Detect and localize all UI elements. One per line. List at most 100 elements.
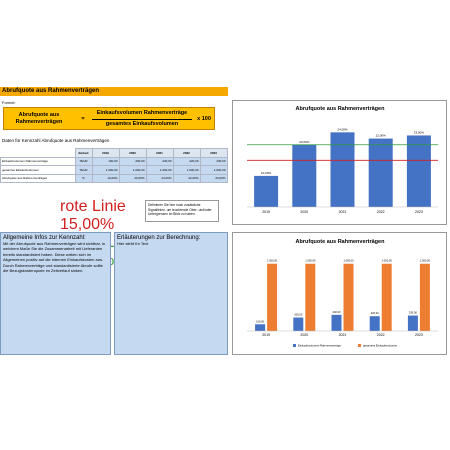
table-cell: 200,00 [118,156,147,166]
table-header-cell: 2023 [199,148,228,158]
data-label: 20,00% [299,140,310,144]
bar [407,315,418,331]
table-header-cell: Einheit [74,148,93,158]
chart: Abrufquote aus Rahmenverträgen 100,00 1.00… [232,232,447,355]
table-header-cell: 2019 [91,148,120,158]
table-cell: 220,00 [172,156,201,166]
explanation-box: Erläuterungen zur Berechnung: Hier steht… [114,232,228,355]
legend-label: Einkaufsvolumen Rahmenverträge [298,344,341,348]
bar [343,263,354,331]
sheet-title: Abrufquote aus Rahmenverträgen [0,87,228,96]
data-label: 100,00 [256,319,264,323]
table-cell: 20,00% [118,173,147,183]
bar [368,138,393,207]
data-label: 1.000,00 [305,259,316,263]
table-cell: 24,00% [145,173,174,183]
data-label: 24,00% [337,127,348,131]
legend-label: gesamtes Einkaufsvolumen [363,344,398,348]
data-table: Einheit 2019 2020 2021 2022 2023 Einkaufsvolum… [0,148,228,183]
x-tick-label: 2021 [339,333,347,337]
table-row: Abrufquote aus Rahmenverträgen% 10,00% 20,… [0,173,228,183]
bar [381,263,392,331]
table-cell: 230,00 [199,156,228,166]
table-cell: TEUR [74,156,93,166]
chart-title: Abrufquote aus Rahmenverträgen [296,106,386,112]
x-tick-label: 2023 [415,210,423,214]
data-label: 1.000,00 [343,259,354,263]
signal-note: Definieren Sie hier noch zusätzliche Sig… [145,200,219,222]
table-cell: 100,00 [91,156,120,166]
bar [267,263,278,331]
table-cell: TEUR [74,165,93,175]
bar [369,316,380,331]
table-cell: 23,00% [199,173,228,183]
bar [305,263,316,331]
bar [419,263,430,331]
table-cell: 240,00 [145,156,174,166]
data-label: 230,00 [409,311,417,315]
info-text: Mit der Abrufquote aus Rahmenverträgen w… [3,241,106,274]
bar [293,317,304,331]
table-cell: Abrufquote aus Rahmenverträgen [0,173,76,183]
bar [331,314,342,331]
data-label: 1.000,00 [382,259,393,263]
formula-factor: x 100 [197,116,211,122]
formula-label: Formel: [2,100,16,105]
chart: Abrufquote aus Rahmenverträgen 10,00% 2019… [232,100,447,225]
legend-swatch [358,344,361,347]
data-label: 240,00 [333,310,341,314]
bar [254,175,279,207]
x-tick-label: 2019 [262,333,270,337]
data-label: 1.000,00 [267,259,278,263]
bar [255,324,266,331]
signal-value: 15,00% [60,216,115,233]
data-label: 1.000,00 [420,259,431,263]
table-cell: 1.000,00 [199,165,228,175]
table-header-cell: 2020 [118,148,147,158]
fraction-line [92,119,192,120]
table-cell: 1.000,00 [145,165,174,175]
table-cell: 1.000,00 [172,165,201,175]
data-label: 200,00 [294,313,302,317]
table-header-row: Einheit 2019 2020 2021 2022 2023 [1,148,228,158]
table-row: gesamtes Einkaufsvolumen TEUR 1.000,00 1.00… [0,165,228,175]
x-tick-label: 2023 [415,333,423,337]
info-title: Allgemeine Infos zur Kennzahl: [3,235,86,241]
table-cell: 1.000,00 [91,165,120,175]
table-corner [1,149,76,158]
data-label: 23,00% [414,130,425,134]
data-label: 220,00 [371,311,379,315]
bar [406,135,431,207]
x-tick-label: 2021 [339,210,347,214]
signal-label: rote Linie [60,198,126,215]
table-row: Einkaufsvolumen Rahmenverträge TEUR 100,00… [0,156,228,166]
formula-numerator: Einkaufsvolumen Rahmenverträge [96,110,188,116]
table-header-cell: 2022 [172,148,201,158]
chart-title: Abrufquote aus Rahmenverträgen [296,239,386,245]
x-tick-label: 2020 [300,333,308,337]
x-tick-label: 2020 [300,210,308,214]
table-caption: Daten für Kennzahl Abrufquote aus Rahmen… [2,138,110,143]
formula-denominator: gesamtes Einkaufsvolumen [105,121,179,127]
legend-swatch [293,344,296,347]
formula-box: Abrufquote aus Rahmenverträgen = Einkauf… [3,107,215,130]
table-cell: gesamtes Einkaufsvolumen [0,165,76,175]
table-cell: 1.000,00 [118,165,147,175]
formula-result: Abrufquote aus Rahmenverträgen [15,112,63,125]
table-cell: % [74,173,93,183]
x-tick-label: 2022 [377,210,385,214]
x-tick-label: 2022 [377,333,385,337]
info-box: Allgemeine Infos zur Kennzahl: Mit der A… [0,232,111,355]
bar [330,132,355,207]
formula-equals: = [81,116,85,122]
explanation-text: Hier steht Ihr Text [117,241,149,246]
table-cell: 10,00% [91,173,120,183]
data-label: 10,00% [261,171,272,175]
explanation-title: Erläuterungen zur Berechnung: [117,235,201,241]
bar [292,144,317,207]
data-label: 22,00% [376,134,387,138]
x-tick-label: 2019 [262,210,270,214]
table-cell: Einkaufsvolumen Rahmenverträge [0,156,76,166]
table-cell: 22,00% [172,173,201,183]
